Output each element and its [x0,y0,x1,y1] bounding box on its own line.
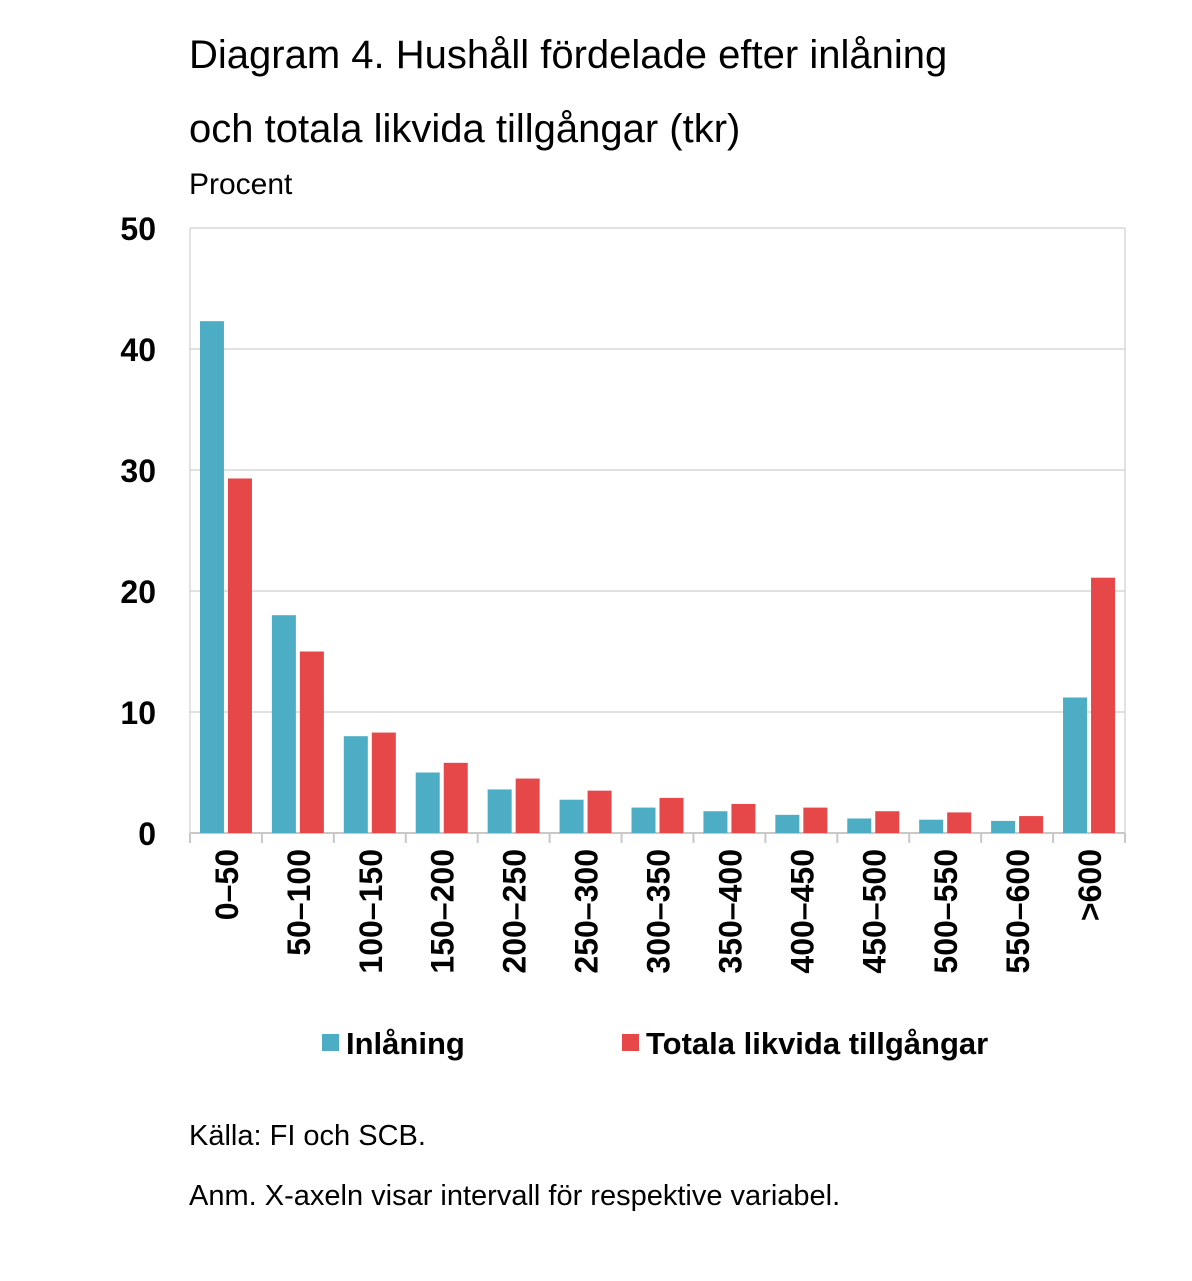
bar-inlaning-5 [559,799,584,833]
y-tick-label: 20 [120,574,156,610]
y-tick-label: 40 [120,332,156,368]
bar-totala-6 [659,797,684,833]
bar-inlaning-4 [487,789,512,833]
x-tick-label: 350–400 [712,849,748,974]
chart-title-line2: och totala likvida tillgångar (tkr) [189,107,741,151]
x-tick-label: 450–500 [856,849,892,974]
y-tick-label: 10 [120,695,156,731]
x-tick-label: 550–600 [1000,849,1036,974]
bar-totala-8 [803,807,828,833]
remark-note: Anm. X-axeln visar intervall för respekt… [189,1180,841,1212]
bar-inlaning-12 [1063,697,1088,833]
x-tick-label: 200–250 [497,849,533,974]
x-tick-label: 0–50 [209,849,245,920]
bar-totala-1 [299,651,324,833]
bar-inlaning-8 [775,814,800,833]
bar-totala-0 [227,478,252,833]
bar-totala-12 [1091,577,1116,833]
x-tick-label: 150–200 [425,849,461,974]
y-axis-label: Procent [189,168,293,201]
bar-totala-10 [947,812,972,833]
x-tick-label: 300–350 [641,849,677,974]
chart-title: Diagram 4. Hushåll fördelade efter inlån… [189,18,947,166]
bar-totala-2 [371,732,396,833]
x-tick-label: 50–100 [281,849,317,956]
x-tick-label: 250–300 [569,849,605,974]
bar-inlaning-3 [415,772,440,833]
bar-inlaning-2 [343,736,368,833]
legend-label: Inlåning [346,1026,465,1061]
bar-totala-4 [515,778,540,833]
bar-totala-3 [443,762,468,833]
bar-totala-5 [587,790,612,833]
bar-totala-7 [731,803,756,833]
bar-totala-11 [1019,816,1044,833]
bar-inlaning-0 [199,321,224,833]
x-tick-label: 100–150 [353,849,389,974]
x-tick-label: >600 [1072,849,1108,921]
bar-inlaning-1 [271,615,296,833]
x-tick-label: 500–550 [928,849,964,974]
bar-inlaning-9 [847,818,872,833]
y-tick-label: 30 [120,453,156,489]
y-tick-label: 0 [138,816,156,852]
x-tick-label: 400–450 [784,849,820,974]
bar-totala-9 [875,811,900,833]
legend-label: Totala likvida tillgångar [646,1026,988,1061]
bar-inlaning-11 [991,820,1016,833]
bar-inlaning-10 [919,819,944,833]
y-tick-label: 50 [120,211,156,247]
chart-title-line1: Diagram 4. Hushåll fördelade efter inlån… [189,33,948,77]
source-note: Källa: FI och SCB. [189,1120,426,1152]
legend-swatch [622,1034,639,1051]
legend-swatch [322,1034,339,1051]
bar-inlaning-7 [703,811,728,833]
bar-inlaning-6 [631,807,656,833]
